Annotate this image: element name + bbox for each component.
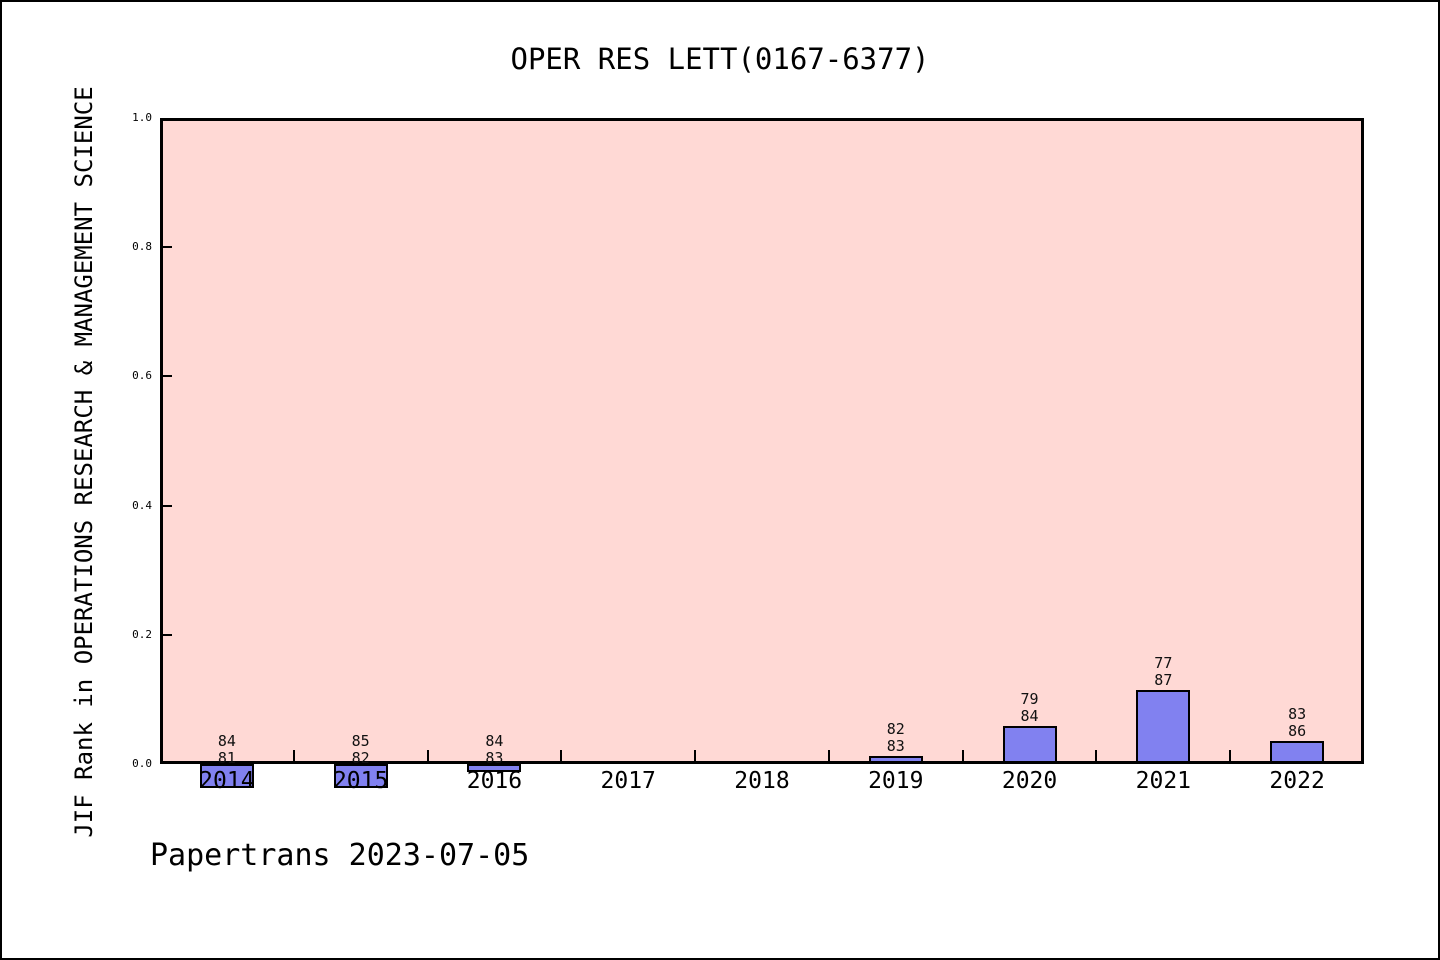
x-axis-line [160,761,1364,764]
footer-note: Papertrans 2023-07-05 [150,838,530,873]
y-tick-mark-0.8 [160,246,172,249]
x-tick-label-2016: 2016 [466,768,523,794]
x-tick-label-2021: 2021 [1135,768,1192,794]
x-tick-label-2019: 2019 [868,768,924,794]
bar-2020 [1002,725,1057,764]
chart-title: OPER RES LETT(0167-6377) [510,42,930,76]
x-tick-mark-6 [961,750,964,762]
x-tick-mark-4 [694,750,697,762]
bar-label-2019: 82 83 [886,720,905,756]
y-axis-title: JIF Rank in OPERATIONS RESEARCH & MANAGE… [70,86,98,838]
bar-label-2022: 83 86 [1288,705,1307,741]
y-tick-mark-0.6 [160,375,172,378]
x-tick-label-2020: 2020 [1001,768,1058,794]
y-tick-mark-0.2 [160,633,172,636]
x-tick-label-2018: 2018 [734,768,790,794]
x-tick-mark-5 [827,750,830,762]
bar-label-2021: 77 87 [1154,653,1173,689]
y-tick-label-0.8: 0.8 [132,240,152,254]
plot-border-right [1361,118,1364,764]
bar-label-2016: 84 83 [485,732,504,767]
bar-label-2020: 79 84 [1020,689,1039,725]
x-tick-mark-8 [1229,750,1232,762]
y-tick-mark-0.4 [160,504,172,507]
plot-border-top [160,118,1364,121]
x-tick-mark-2 [426,750,429,762]
y-tick-label-0.4: 0.4 [132,498,152,512]
bar-2016 [467,764,522,772]
y-tick-label-0.6: 0.6 [132,369,152,383]
x-tick-mark-1 [292,750,295,762]
bar-label-2015: 85 82 [351,732,370,767]
y-tick-label-1.0: 1.0 [132,111,152,124]
y-tick-label-0.0: 0.0 [132,757,152,770]
x-tick-label-2017: 2017 [600,768,656,794]
x-tick-label-2015: 2015 [332,768,389,794]
x-tick-label-2014: 2014 [199,768,255,794]
y-axis-line [160,118,163,764]
bar-2014 [199,764,254,788]
x-tick-mark-3 [560,750,563,762]
x-tick-label-2022: 2022 [1269,768,1325,794]
bar-label-2014: 84 81 [217,732,236,767]
plot-area: 1.0 0.8 0.6 0.4 0.2 0.0 84 81 85 82 84 83 82 83 7… [132,111,1364,788]
y-tick-label-0.2: 0.2 [132,627,152,641]
bar-2021 [1136,689,1191,764]
bar-2015 [333,764,388,788]
x-tick-mark-7 [1095,750,1098,762]
